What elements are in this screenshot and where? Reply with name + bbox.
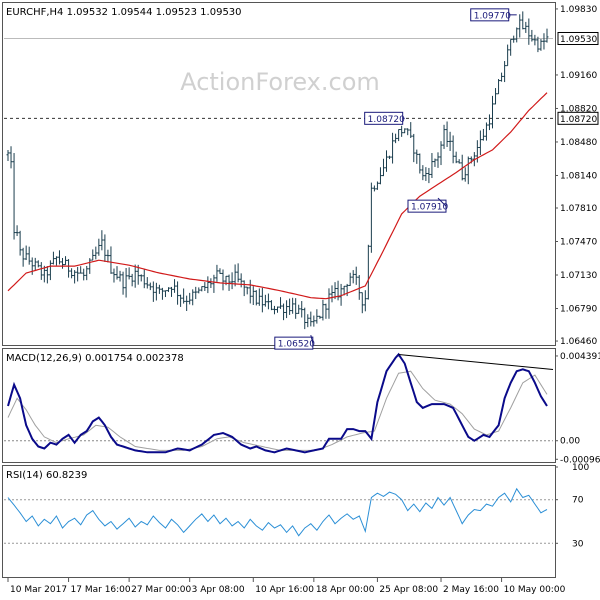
price-tick-label: 1.08480 xyxy=(560,138,597,148)
moving-average xyxy=(7,92,548,300)
time-tick-label: 2 May 16:00 xyxy=(443,585,499,595)
price-callout-label: 1.08720 xyxy=(368,115,405,125)
time-axis: 10 Mar 2017 17 Mar 16:00 27 Mar 00:00 3 Apr… xyxy=(7,578,566,595)
price-tick-label: 1.09160 xyxy=(560,71,597,81)
time-tick-label: 18 Apr 00:00 xyxy=(316,585,375,595)
price-tick-label: 1.08820 xyxy=(560,104,597,114)
macd-trendline xyxy=(398,353,554,370)
rsi-tick-label: 70 xyxy=(572,496,584,506)
rsi-title: RSI(14) 60.8239 xyxy=(6,470,87,481)
rsi-lines xyxy=(7,487,548,537)
price-tick-label: 1.07810 xyxy=(560,204,597,214)
rsi-line xyxy=(7,487,548,537)
macd-lines xyxy=(7,352,554,454)
price-tick-label: 1.09830 xyxy=(560,5,597,15)
price-callouts: 1.09770 1.08720 1.07910 1.06520 xyxy=(274,8,517,350)
price-callout-leader xyxy=(310,335,314,344)
macd-signal-line xyxy=(7,370,548,451)
chart-header: EURCHF,H4 1.09532 1.09544 1.09523 1.0953… xyxy=(6,7,242,18)
level-price-box xyxy=(557,111,599,125)
level-price-label: 1.08720 xyxy=(560,115,597,125)
price-tick-label: 1.06460 xyxy=(560,337,597,347)
current-price-label: 1.09530 xyxy=(560,35,597,45)
macd-line xyxy=(7,352,548,454)
time-tick-label: 25 Apr 08:00 xyxy=(379,585,438,595)
price-callout-label: 1.06520 xyxy=(278,340,315,350)
moving-average-line xyxy=(7,92,548,300)
time-tick-label: 17 Mar 16:00 xyxy=(71,585,131,595)
macd-title: MACD(12,26,9) 0.001754 0.002378 xyxy=(6,353,184,364)
watermark: ActionForex.com xyxy=(180,68,380,96)
price-pane-frame xyxy=(2,2,556,346)
price-bars xyxy=(6,11,549,330)
time-tick-label: 3 Apr 08:00 xyxy=(192,585,245,595)
rsi-tick-label: 100 xyxy=(572,463,589,473)
current-price-box xyxy=(557,31,599,45)
rsi-axis: 100 70 30 xyxy=(4,463,589,549)
price-callout-label: 1.07910 xyxy=(411,203,448,213)
time-tick-label: 10 May 00:00 xyxy=(504,585,566,595)
rsi-pane-frame xyxy=(2,465,556,578)
price-callout-leader xyxy=(437,197,447,207)
time-tick-label: 10 Mar 2017 xyxy=(10,585,67,595)
macd-pane-frame xyxy=(2,348,556,463)
current-price-marker: 1.09530 1.08720 xyxy=(557,31,599,125)
price-callout-label: 1.09770 xyxy=(474,11,511,21)
price-levels xyxy=(4,37,553,119)
price-tick-label: 1.08140 xyxy=(560,171,597,181)
price-tick-label: 1.06790 xyxy=(560,305,597,315)
price-tick-label: 1.07470 xyxy=(560,238,597,248)
rsi-tick-label: 30 xyxy=(572,539,584,549)
time-tick-label: 27 Mar 00:00 xyxy=(131,585,191,595)
macd-tick-label: 0.00 xyxy=(560,437,580,447)
price-axis: 1.09830 1.09160 1.08820 1.08480 1.08140 1.078… xyxy=(555,5,597,347)
macd-tick-label: 0.004391 xyxy=(560,352,600,362)
price-tick-label: 1.07130 xyxy=(560,271,597,281)
time-tick-label: 10 Apr 16:00 xyxy=(255,585,314,595)
